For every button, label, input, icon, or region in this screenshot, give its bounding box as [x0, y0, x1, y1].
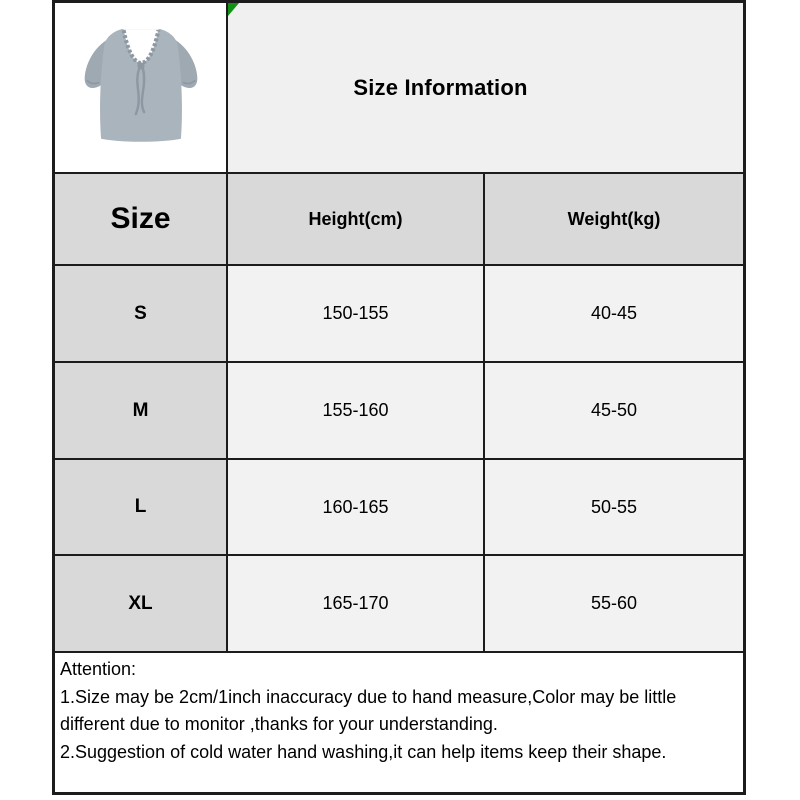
row-l-height-value: 160-165 — [228, 460, 485, 556]
column-header-size: Size — [55, 174, 228, 266]
row-s-size-label: S — [55, 266, 228, 363]
page-title: Size Information — [353, 74, 528, 100]
shirt-body — [99, 28, 182, 142]
title-cell: Size Information — [228, 3, 743, 174]
row-xl-size-label: XL — [55, 556, 228, 653]
shirt-tie-knot — [136, 61, 145, 70]
attention-block: Attention: 1.Size may be 2cm/1inch inacc… — [55, 653, 743, 792]
row-xl-weight-value: 55-60 — [485, 556, 743, 653]
row-s-weight-value: 40-45 — [485, 266, 743, 363]
column-header-weight: Weight(kg) — [485, 174, 743, 266]
column-header-height: Height(cm) — [228, 174, 485, 266]
size-chart-table: Size Information Size Height(cm) Weight(… — [52, 0, 746, 795]
row-l-weight-value: 50-55 — [485, 460, 743, 556]
row-s-height-value: 150-155 — [228, 266, 485, 363]
row-m-weight-value: 45-50 — [485, 363, 743, 460]
product-image-cell — [55, 3, 228, 174]
shirt-left-cuff — [85, 79, 99, 84]
attention-note-2: 2.Suggestion of cold water hand washing,… — [60, 741, 667, 762]
green-corner-marker-icon — [228, 3, 239, 16]
shirt-tie-string-right — [140, 67, 145, 113]
row-m-height-value: 155-160 — [228, 363, 485, 460]
attention-note-1: 1.Size may be 2cm/1inch inaccuracy due t… — [60, 686, 677, 735]
product-shirt-image — [84, 28, 197, 142]
shirt-right-cuff — [182, 79, 196, 84]
attention-label: Attention: — [60, 659, 137, 679]
shirt-ruffle-trim — [121, 29, 160, 65]
row-l-size-label: L — [55, 460, 228, 556]
row-xl-height-value: 165-170 — [228, 556, 485, 653]
shirt-tie-string-left — [134, 67, 140, 115]
row-m-size-label: M — [55, 363, 228, 460]
